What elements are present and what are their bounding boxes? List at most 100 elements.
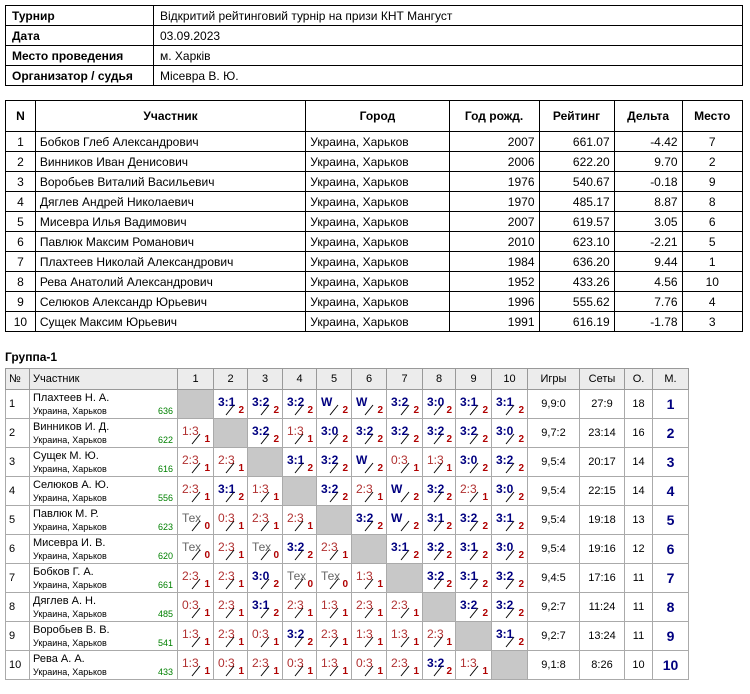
match-score: 2:3	[460, 482, 477, 496]
slash-mark	[225, 665, 235, 677]
match-cell: 2:3 1	[351, 476, 387, 506]
participants-header-3: Год рожд.	[448, 100, 540, 132]
group-sets: 19:16	[579, 534, 625, 564]
player-rating: 620	[157, 551, 173, 561]
player-name: Рева А. А.	[33, 653, 85, 665]
participants-header-6: Место	[681, 100, 744, 132]
match-cell: 3:1 2	[491, 621, 528, 651]
participants-cell: 2007	[448, 131, 540, 152]
group-place: 9	[652, 621, 689, 651]
participants-cell: Плахтеев Николай Александрович	[34, 251, 307, 272]
match-score: 3:2	[427, 569, 445, 583]
table-row: 4 Дяглев Андрей Николаевич Украина, Харько…	[5, 191, 744, 212]
match-score: 3:1	[496, 627, 514, 641]
slash-mark	[364, 665, 374, 677]
player-rating: 661	[157, 580, 173, 590]
group-diagonal-cell	[351, 534, 387, 564]
match-cell: Тех 0	[177, 505, 214, 535]
match-score: 2:3	[182, 453, 199, 467]
match-cell: 0:3 1	[386, 447, 423, 477]
match-score: 3:1	[496, 395, 514, 409]
match-cell: 2:3 1	[386, 592, 423, 622]
match-score: 3:2	[427, 482, 445, 496]
participants-cell: Украина, Харьков	[305, 271, 450, 292]
match-score: 1:3	[427, 453, 444, 467]
match-cell: Тех 0	[177, 534, 214, 564]
match-cell: 0:3 1	[177, 592, 214, 622]
group-row-number: 7	[5, 563, 30, 593]
slash-mark	[469, 404, 479, 416]
slash-mark	[329, 433, 339, 445]
match-score: 3:2	[391, 395, 409, 409]
table-row: 5 Мисевра Илья Вадимович Украина, Харьков 2…	[5, 211, 744, 232]
player-rating: 636	[157, 406, 173, 416]
match-cell: 3:0 2	[422, 389, 456, 419]
info-value: Відкритий рейтинговий турнір на призи КН…	[153, 5, 743, 26]
participants-cell: 8	[681, 191, 744, 212]
match-points: 2	[518, 521, 524, 532]
table-row: 8 Рева Анатолий Александрович Украина, Хар…	[5, 271, 744, 292]
group-player: Дяглев А. Н. Украина, Харьков 485	[29, 592, 178, 622]
match-score: 3:2	[356, 424, 374, 438]
group-row-number: 8	[5, 592, 30, 622]
group-row: 7 Бобков Г. А. Украина, Харьков 661 2:3 1 2:3 1…	[5, 563, 689, 593]
match-cell: 2:3 1	[213, 447, 248, 477]
match-cell: 2:3 1	[177, 563, 214, 593]
participants-cell: -4.42	[613, 131, 683, 152]
slash-mark	[329, 404, 339, 416]
group-crosstable: № Участник 1 2 3 4 5 6 7 8 9 10 Игры Сеты О. М. 1 Плахте…	[5, 368, 689, 680]
participants-cell: 1	[681, 251, 744, 272]
participants-cell: 5	[5, 211, 36, 232]
match-cell: 2:3 1	[213, 592, 248, 622]
match-points: 1	[413, 666, 419, 677]
participants-cell: 4	[681, 291, 744, 312]
group-header-10: 9	[455, 368, 492, 390]
participants-cell: Воробьев Виталий Васильевич	[34, 171, 307, 192]
participants-cell: 485.17	[538, 191, 615, 212]
match-cell: 2:3 1	[351, 592, 387, 622]
match-cell: 3:0 2	[247, 563, 283, 593]
participants-cell: 4	[5, 191, 36, 212]
group-player: Селюков А. Ю. Украина, Харьков 556	[29, 476, 178, 506]
match-score: 1:3	[391, 627, 408, 641]
player-city: Украина, Харьков	[33, 464, 107, 474]
match-score: W	[391, 482, 403, 496]
match-points: 1	[204, 492, 210, 503]
match-cell: 0:3 1	[213, 505, 248, 535]
match-cell: 3:2 2	[282, 621, 317, 651]
info-key: Место проведения	[5, 45, 154, 66]
match-score: 0:3	[218, 656, 235, 670]
slash-mark	[191, 462, 201, 474]
group-sets: 27:9	[579, 389, 625, 419]
slash-mark	[469, 607, 479, 619]
participants-cell: Селюков Александр Юрьевич	[34, 291, 307, 312]
match-score: 2:3	[321, 627, 338, 641]
participants-cell: -2.21	[613, 231, 683, 252]
match-cell: 3:0 2	[491, 476, 528, 506]
match-score: 0:3	[391, 453, 408, 467]
participants-cell: 10	[5, 311, 36, 332]
slash-mark	[260, 549, 270, 561]
participants-cell: 9	[5, 291, 36, 312]
group-diagonal-cell	[316, 505, 352, 535]
participants-cell: Рева Анатолий Александрович	[34, 271, 307, 292]
match-cell: 0:3 1	[213, 650, 248, 680]
group-row: 1 Плахтеев Н. А. Украина, Харьков 636 3:1 2 3:…	[5, 389, 689, 419]
match-score: 3:1	[252, 598, 270, 612]
match-cell: 1:3 1	[177, 650, 214, 680]
match-cell: 3:2 2	[422, 418, 456, 448]
group-header-7: 6	[351, 368, 387, 390]
match-points: 1	[238, 550, 244, 561]
match-points: 2	[446, 550, 452, 561]
match-score: 2:3	[218, 540, 235, 554]
match-points: 2	[307, 550, 313, 561]
group-sets: 22:15	[579, 476, 625, 506]
player-rating: 485	[157, 609, 173, 619]
match-score: 3:0	[460, 453, 478, 467]
match-points: 1	[307, 434, 313, 445]
match-points: 1	[342, 637, 348, 648]
match-points: 2	[446, 666, 452, 677]
group-header-2: 1	[177, 368, 214, 390]
match-score: 3:2	[496, 569, 514, 583]
